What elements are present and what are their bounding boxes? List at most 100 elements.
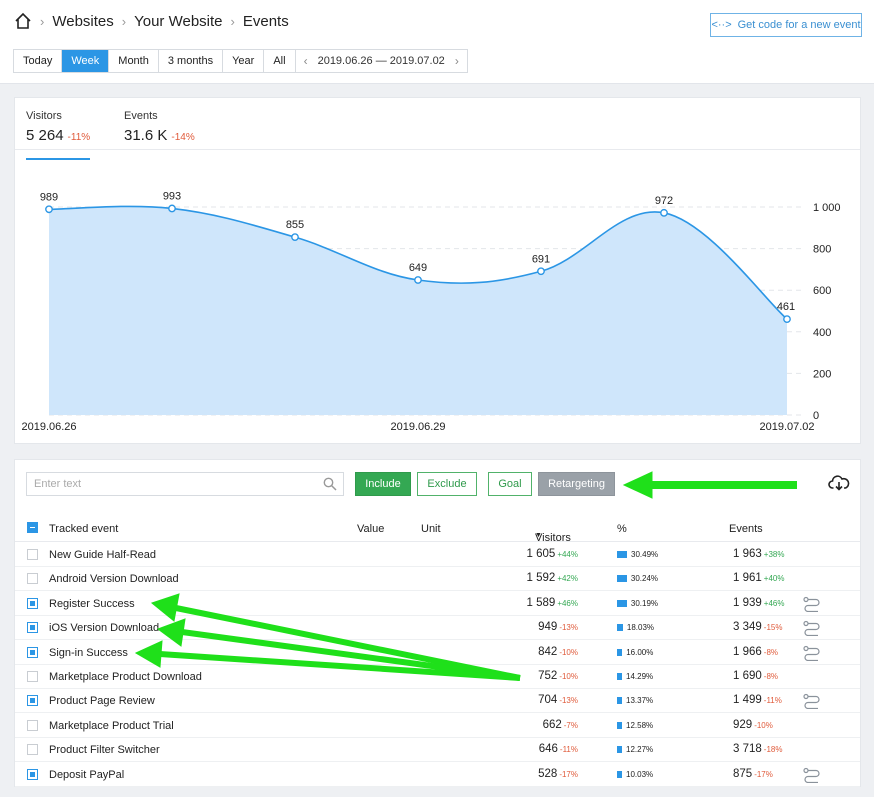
event-name[interactable]: Android Version Download <box>49 573 179 586</box>
retargeting-button[interactable]: Retargeting <box>538 472 615 496</box>
visitors-delta: -10% <box>559 672 578 681</box>
chevron-right-icon: › <box>40 13 45 29</box>
events-value: 1 499 <box>733 694 762 707</box>
period-today[interactable]: Today <box>14 50 63 72</box>
flow-icon[interactable] <box>803 620 821 639</box>
events-cell: 3 349 -15% <box>733 621 782 633</box>
metric-events[interactable]: Events 31.6 K -14% <box>124 110 195 144</box>
visitors-cell: 646 -11% <box>539 743 578 755</box>
events-delta: +40% <box>763 574 785 584</box>
include-button[interactable]: Include <box>355 472 411 496</box>
event-name[interactable]: Register Success <box>49 597 135 610</box>
pct-bar <box>617 575 627 583</box>
metric-label: Visitors <box>26 110 62 122</box>
table-row[interactable]: Sign-in Success 842 -10% 16.00% 1 966 -8% <box>15 641 860 665</box>
row-checkbox[interactable] <box>27 768 38 780</box>
period-all[interactable]: All <box>264 50 296 72</box>
date-range-label[interactable]: 2019.06.26 — 2019.07.02 <box>317 55 445 67</box>
metric-visitors[interactable]: Visitors 5 264 -11% <box>26 110 91 160</box>
events-delta: -8% <box>763 647 779 657</box>
data-point <box>45 205 53 214</box>
cloud-download-icon[interactable] <box>828 474 850 495</box>
data-point <box>414 276 422 284</box>
metric-label: Events <box>124 110 158 122</box>
visitors-cell: 662 -7% <box>543 719 578 731</box>
goal-button[interactable]: Goal <box>488 472 532 496</box>
home-icon[interactable] <box>14 12 32 30</box>
divider <box>15 149 860 150</box>
breadcrumb-item-events: Events <box>242 12 289 30</box>
flow-icon[interactable] <box>803 645 821 664</box>
event-name[interactable]: Product Filter Switcher <box>49 744 160 757</box>
event-name[interactable]: Marketplace Product Trial <box>49 719 174 732</box>
chevron-right-icon[interactable]: › <box>454 54 459 68</box>
data-label: 461 <box>777 301 795 313</box>
visitors-delta: -10% <box>559 647 578 657</box>
visitors-delta: -13% <box>559 696 578 706</box>
row-checkbox[interactable] <box>27 719 38 731</box>
flow-icon[interactable] <box>803 693 821 712</box>
exclude-button[interactable]: Exclude <box>417 472 477 496</box>
table-row[interactable]: Android Version Download 1 592 +42% 30.24% 1… <box>15 567 860 592</box>
visitors-chart: 1 000 800 600 400 200 0 989 993 855 649 691 972 461 2… <box>21 190 840 433</box>
table-row[interactable]: Marketplace Product Download 752 -10% 14.29… <box>15 665 860 689</box>
table-row[interactable]: Deposit PayPal 528 -17% 10.03% 875 -17% <box>15 763 860 787</box>
period-month[interactable]: Month <box>109 50 159 72</box>
event-name[interactable]: Sign-in Success <box>49 646 128 659</box>
visitors-cell: 704 -13% <box>538 694 578 706</box>
row-checkbox[interactable] <box>27 549 38 560</box>
metric-delta: -14% <box>171 132 195 143</box>
period-year[interactable]: Year <box>223 50 265 72</box>
row-checkbox[interactable] <box>27 573 38 585</box>
select-all-checkbox[interactable] <box>27 522 38 533</box>
visitors-value: 752 <box>538 670 558 682</box>
visitors-cell: 842 -10% <box>538 646 578 658</box>
get-code-button[interactable]: <··> Get code for a new event <box>710 13 862 37</box>
x-tick-label: 2019.07.02 <box>759 421 814 433</box>
row-checkbox[interactable] <box>27 744 38 756</box>
y-tick-label: 400 <box>813 327 831 339</box>
table-row[interactable]: iOS Version Download 949 -13% 18.03% 3 349 -1… <box>15 616 860 641</box>
events-cell: 1 963 +38% <box>733 548 784 560</box>
period-3-months[interactable]: 3 months <box>159 50 224 72</box>
pct-bar <box>617 673 622 680</box>
visitors-cell: 528 -17% <box>538 768 578 780</box>
event-name[interactable]: Deposit PayPal <box>49 768 125 781</box>
breadcrumb-item-websites[interactable]: Websites <box>52 12 114 30</box>
table-row[interactable]: Marketplace Product Trial 662 -7% 12.58% 929… <box>15 714 860 738</box>
data-point <box>168 204 176 213</box>
table-row[interactable]: Product Filter Switcher 646 -11% 12.27% 3 71… <box>15 738 860 763</box>
event-name[interactable]: New Guide Half-Read <box>49 549 156 561</box>
event-name[interactable]: Product Page Review <box>49 695 155 708</box>
chevron-left-icon[interactable]: ‹ <box>303 54 308 68</box>
pct-value: 12.27% <box>626 745 654 755</box>
row-checkbox[interactable] <box>27 646 38 658</box>
events-value: 875 <box>733 767 753 780</box>
event-name[interactable]: Marketplace Product Download <box>49 671 202 683</box>
row-checkbox[interactable] <box>27 622 38 634</box>
data-label: 855 <box>286 219 304 231</box>
pct-value: 12.58% <box>626 720 654 730</box>
chevron-right-icon: › <box>230 13 235 29</box>
visitors-cell: 949 -13% <box>538 621 578 633</box>
period-week[interactable]: Week <box>62 50 110 72</box>
row-checkbox[interactable] <box>27 597 38 609</box>
row-checkbox[interactable] <box>27 671 38 682</box>
pct-bar <box>617 624 623 632</box>
flow-icon[interactable] <box>803 767 821 786</box>
table-row[interactable]: Product Page Review 704 -13% 13.37% 1 499 -11… <box>15 689 860 714</box>
table-row[interactable]: Register Success 1 589 +46% 30.19% 1 939 +46% <box>15 592 860 616</box>
table-row[interactable]: New Guide Half-Read 1 605 +44% 30.49% 1 963 +… <box>15 543 860 567</box>
data-point <box>291 233 299 242</box>
flow-icon[interactable] <box>803 596 821 615</box>
event-name[interactable]: iOS Version Download <box>49 622 160 635</box>
visitors-value: 1 589 <box>526 596 556 609</box>
visitors-value: 1 592 <box>526 572 556 585</box>
events-delta: -15% <box>763 623 783 633</box>
pct-value: 16.00% <box>626 647 654 657</box>
row-checkbox[interactable] <box>27 695 38 707</box>
search-input[interactable]: Enter text <box>26 472 344 496</box>
visitors-delta: -13% <box>559 623 578 633</box>
metric-value: 5 264 <box>26 127 64 144</box>
breadcrumb-item-website[interactable]: Your Website <box>134 12 223 30</box>
